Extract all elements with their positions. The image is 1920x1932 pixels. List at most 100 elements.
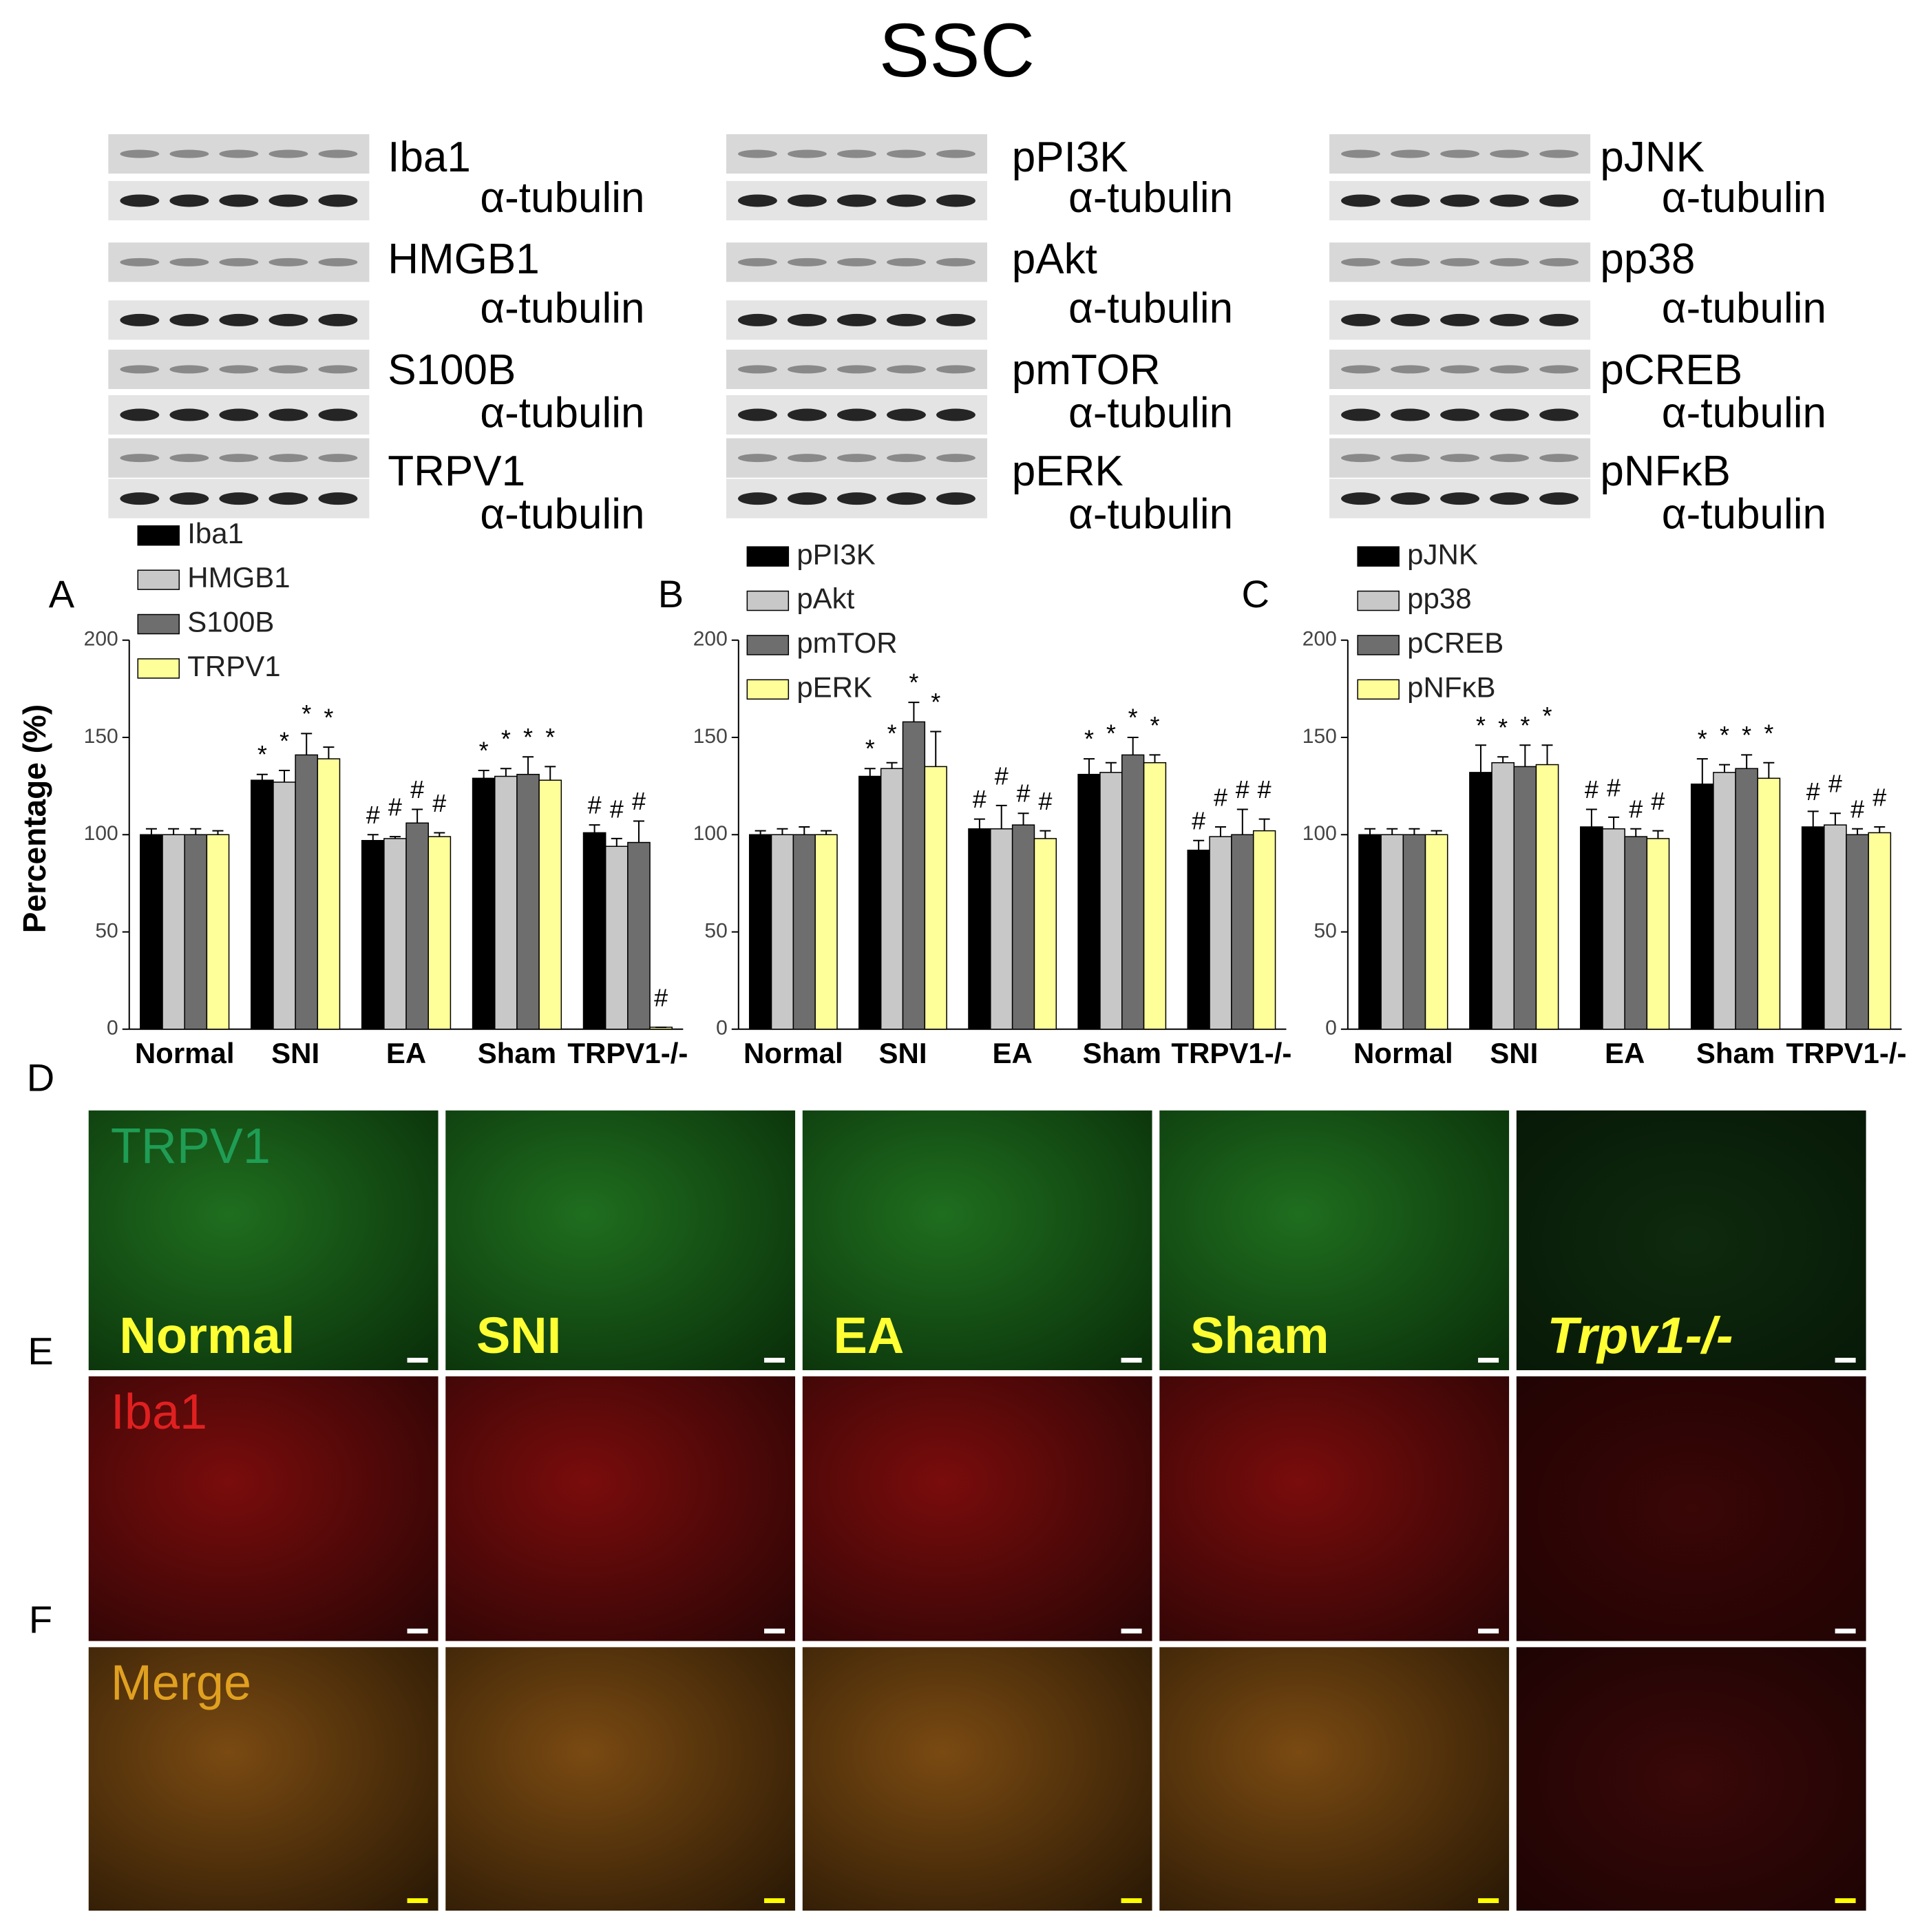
- error-bar: [1718, 764, 1730, 773]
- error-bar: [545, 766, 556, 781]
- bar: [880, 768, 904, 1030]
- error-bar: [1017, 812, 1029, 826]
- panel-letter: A: [49, 572, 75, 616]
- blot-band: [1490, 194, 1530, 207]
- significance-marker: *: [324, 704, 333, 732]
- legend-swatch: [137, 525, 180, 546]
- blot-label: α-tubulin: [1662, 285, 1826, 333]
- group-label: EA: [833, 1307, 904, 1364]
- error-bar: [1497, 756, 1509, 763]
- bar: [1535, 764, 1559, 1030]
- blot-band: [936, 149, 975, 158]
- blot-band: [219, 454, 259, 463]
- legend-swatch: [746, 546, 790, 567]
- bar: [1646, 838, 1670, 1030]
- figure-title: SSC: [879, 8, 1035, 93]
- blot-band: [1341, 408, 1380, 421]
- significance-marker: #: [1872, 783, 1886, 811]
- y-tick-label: 100: [693, 822, 728, 845]
- micrograph: [1159, 1376, 1510, 1641]
- bar: [792, 834, 816, 1030]
- error-bar: [633, 820, 644, 843]
- blot-band: [120, 258, 160, 266]
- bar: [627, 841, 651, 1030]
- x-tick-label: TRPV1-/-: [1171, 1037, 1291, 1069]
- y-tick-label: 0: [107, 1017, 118, 1040]
- legend-label: S100B: [187, 606, 274, 638]
- significance-marker: *: [1742, 721, 1751, 749]
- bar: [1491, 762, 1515, 1030]
- y-tick-label: 200: [84, 628, 118, 651]
- blot-band: [837, 492, 876, 505]
- bar: [1602, 828, 1625, 1030]
- panel-letter: F: [29, 1597, 52, 1641]
- bar: [1713, 772, 1736, 1030]
- bar: [295, 754, 319, 1030]
- stain-label: Merge: [111, 1656, 251, 1711]
- error-bar: [256, 773, 268, 781]
- bar: [206, 834, 230, 1030]
- micrograph: [445, 1647, 796, 1911]
- significance-marker: #: [410, 775, 424, 804]
- y-tick-label: 150: [1302, 725, 1337, 748]
- blot-label: pAkt: [1012, 235, 1097, 283]
- blot-band: [837, 313, 876, 326]
- blot-band: [787, 313, 827, 326]
- bar: [273, 781, 296, 1030]
- error-bar: [1829, 812, 1841, 826]
- blot-band: [737, 365, 777, 374]
- blot-band: [887, 454, 926, 463]
- error-bar: [367, 834, 379, 841]
- blot-band: [1440, 492, 1479, 505]
- bar: [1735, 768, 1759, 1030]
- micrograph: [1159, 1110, 1510, 1371]
- x-tick-label: Normal: [743, 1037, 843, 1069]
- blot-label: pp38: [1600, 235, 1695, 283]
- blot-band: [936, 365, 975, 374]
- x-tick-label: Sham: [1083, 1037, 1161, 1069]
- blot-band: [887, 313, 926, 326]
- blot-band: [1490, 365, 1530, 374]
- legend-swatch: [1357, 635, 1400, 655]
- blot-label: α-tubulin: [1662, 390, 1826, 437]
- x-tick-label: Normal: [135, 1037, 235, 1069]
- error-bar: [1852, 828, 1864, 835]
- blot-band: [1539, 365, 1579, 374]
- bar: [1424, 834, 1448, 1030]
- error-bar: [323, 746, 335, 759]
- blot-label: HMGB1: [388, 235, 539, 283]
- blot-label: α-tubulin: [1068, 390, 1233, 437]
- blot-label: Iba1: [388, 134, 471, 181]
- blot-band: [1490, 149, 1530, 158]
- error-bar: [500, 768, 511, 777]
- bar: [814, 834, 838, 1030]
- bar: [1824, 824, 1847, 1030]
- blot-band: [318, 454, 358, 463]
- y-tick-label: 200: [1302, 628, 1337, 651]
- significance-marker: #: [1214, 783, 1227, 811]
- blot-band: [737, 149, 777, 158]
- blot-band: [1440, 149, 1479, 158]
- significance-marker: *: [887, 719, 897, 747]
- blot-label: pPI3K: [1012, 134, 1128, 181]
- bar: [1121, 754, 1145, 1030]
- blot-band: [887, 194, 926, 207]
- blot-band: [936, 492, 975, 505]
- blot-band: [169, 408, 209, 421]
- scale-bar: [1121, 1898, 1142, 1903]
- micrograph: [1516, 1110, 1866, 1371]
- y-tick-label: 50: [1314, 919, 1336, 942]
- blot-band: [120, 454, 160, 463]
- scale-bar: [407, 1898, 428, 1903]
- blot-band: [219, 365, 259, 374]
- significance-marker: *: [257, 740, 267, 768]
- blot-band: [787, 194, 827, 207]
- stain-label: TRPV1: [111, 1119, 271, 1174]
- x-tick-label: EA: [1605, 1037, 1645, 1069]
- error-bar: [1541, 744, 1553, 765]
- significance-marker: #: [610, 795, 624, 823]
- blot-band: [268, 149, 308, 158]
- blot-band: [318, 258, 358, 266]
- panel-letter: E: [28, 1330, 53, 1373]
- y-tick-label: 100: [1302, 822, 1337, 845]
